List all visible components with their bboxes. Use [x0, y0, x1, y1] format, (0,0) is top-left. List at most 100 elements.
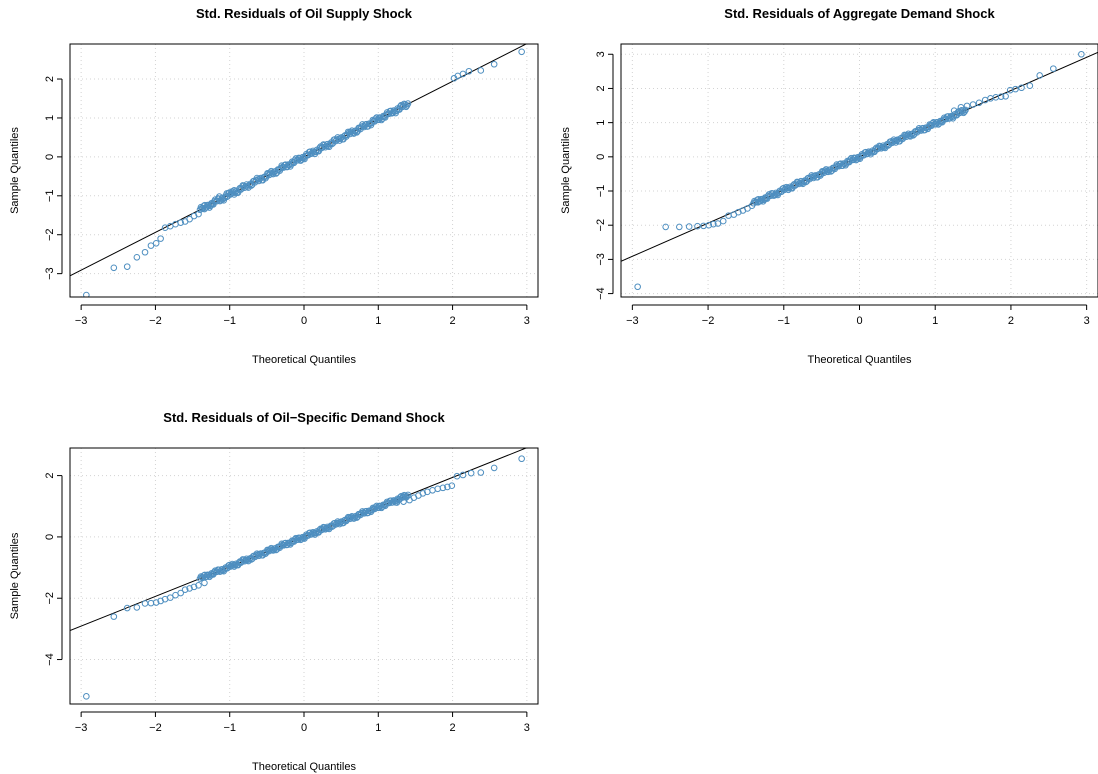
y-tick-label: 1 [595, 120, 607, 126]
data-point [705, 221, 713, 229]
data-point [789, 182, 797, 189]
data-point [166, 594, 174, 601]
qq-panel-3: −3 −2 −1 0 1 2 3 −4 −2 0 2 Std. Residuals of Oil−Sp… [9, 410, 539, 773]
data-point [882, 142, 890, 149]
x-tick-label: 0 [301, 722, 307, 734]
data-point [404, 491, 412, 499]
y-tick-label: −2 [595, 219, 607, 232]
data-point [141, 600, 149, 607]
data-point [195, 582, 202, 589]
data-point [459, 471, 467, 479]
x-tick-label: 2 [450, 315, 456, 327]
data-point [402, 103, 410, 111]
data-point [133, 253, 141, 261]
data-point [186, 215, 193, 223]
data-point [444, 483, 451, 491]
plot-frame [620, 43, 1098, 298]
y-tick-label: −4 [595, 287, 607, 300]
y-axis-label: Sample Quantiles [560, 127, 572, 214]
data-point [190, 583, 198, 591]
y-tick-label: 2 [44, 473, 56, 479]
data-point [152, 239, 160, 247]
data-point [177, 219, 184, 226]
data-point [459, 70, 467, 78]
x-tick-label: 1 [375, 722, 381, 734]
data-point [1018, 84, 1025, 92]
data-point [186, 585, 193, 592]
data-point [1026, 82, 1034, 90]
x-axis-label: Theoretical Quantiles [808, 354, 912, 366]
data-point [714, 220, 722, 227]
data-point [157, 235, 164, 242]
data-point [83, 291, 90, 297]
data-point [110, 613, 118, 620]
x-tick-label: 3 [524, 315, 530, 327]
data-point [123, 263, 131, 270]
y-tick-label: 2 [595, 85, 607, 91]
x-tick-label: 3 [524, 722, 530, 734]
x-axis-label: Theoretical Quantiles [252, 761, 356, 773]
x-tick-label: 0 [856, 315, 862, 327]
y-tick-label: 0 [595, 154, 607, 160]
data-point [963, 102, 971, 110]
data-point [634, 283, 641, 291]
data-point [133, 604, 141, 611]
reference-line [621, 51, 1098, 262]
x-tick-label: 0 [301, 315, 307, 327]
data-point [685, 223, 693, 230]
x-tick-label: 3 [1084, 315, 1090, 327]
data-point [1050, 65, 1057, 72]
data-point [403, 493, 411, 500]
data-point [962, 106, 969, 114]
data-point [181, 586, 189, 593]
y-axis-label: Sample Quantiles [9, 532, 21, 619]
x-tick-label: −2 [702, 315, 715, 327]
data-point [123, 604, 131, 612]
data-point [662, 223, 669, 231]
y-tick-label: 2 [44, 76, 56, 82]
x-tick-label: 2 [450, 722, 456, 734]
data-point [878, 143, 886, 151]
y-tick-label: −2 [44, 592, 56, 605]
x-tick-label: −1 [223, 315, 236, 327]
y-tick-label: −1 [44, 190, 56, 203]
y-tick-label: 0 [44, 154, 56, 160]
y-tick-label: −3 [595, 253, 607, 266]
data-point [434, 485, 442, 493]
y-tick-label: −2 [44, 228, 56, 241]
data-point [439, 484, 447, 492]
data-point [448, 482, 456, 490]
x-tick-label: 1 [932, 315, 938, 327]
data-point [969, 101, 977, 108]
chart-title: Std. Residuals of Aggregate Demand Shock [724, 6, 995, 21]
plot-area [621, 50, 1098, 291]
y-tick-label: 3 [595, 51, 607, 57]
data-point [177, 589, 184, 597]
data-point [152, 599, 160, 606]
data-point [247, 182, 255, 189]
data-point [1012, 85, 1019, 93]
qq-panel-2: −3 −2 −1 0 1 2 3 −4 −3 −2 −1 0 1 2 3 Std. Residuals of … [560, 6, 1098, 366]
data-point [772, 189, 780, 197]
data-point [467, 469, 475, 477]
data-point [453, 472, 461, 480]
data-point [676, 223, 683, 231]
chart-title: Std. Residuals of Oil Supply Shock [196, 6, 413, 21]
data-point [110, 264, 118, 272]
y-tick-label: −4 [44, 653, 56, 666]
data-point [1002, 93, 1009, 100]
plot-area [70, 44, 528, 297]
x-tick-label: −1 [223, 722, 236, 734]
data-point [975, 99, 983, 107]
qq-panel-1: −3 −2 −1 0 1 2 3 −3 −2 −1 0 1 2 Std. Residuals of Oil… [9, 6, 539, 366]
data-point [419, 490, 427, 497]
data-point [141, 248, 149, 256]
data-point [518, 455, 525, 463]
data-point [201, 579, 208, 587]
data-point [490, 464, 498, 472]
x-tick-label: 2 [1008, 315, 1014, 327]
data-point [1078, 50, 1085, 58]
x-tick-label: 1 [375, 315, 381, 327]
data-point [997, 93, 1005, 100]
